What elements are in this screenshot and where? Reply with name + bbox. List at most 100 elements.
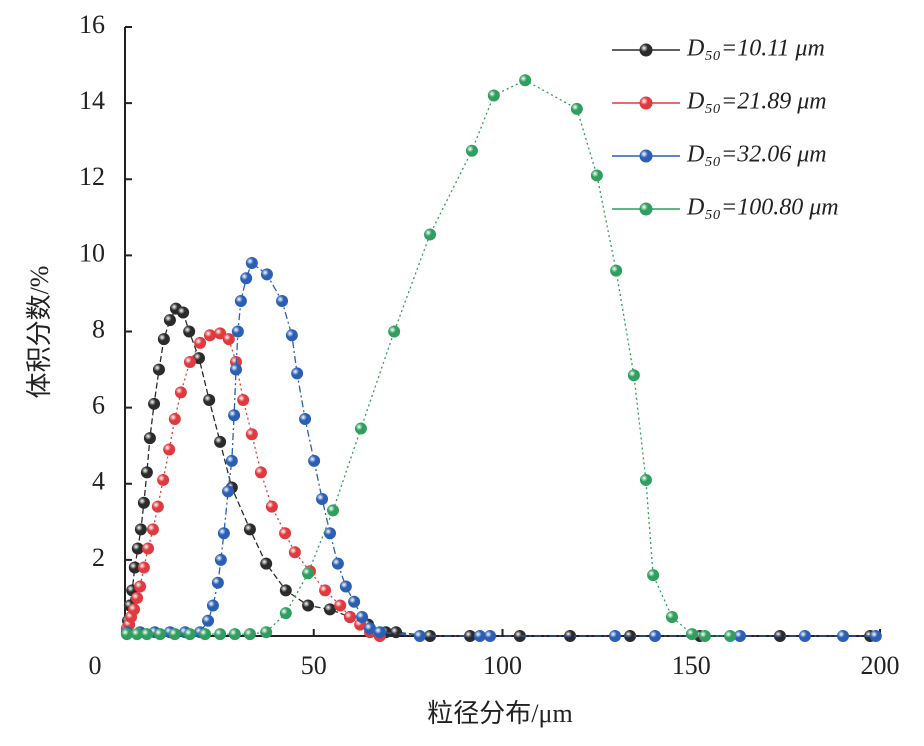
data-point xyxy=(168,628,181,641)
data-point xyxy=(120,628,133,641)
data-point xyxy=(228,628,241,641)
data-point xyxy=(319,584,332,597)
data-point xyxy=(424,228,437,241)
data-point xyxy=(237,394,250,407)
data-point xyxy=(373,626,386,639)
data-point xyxy=(665,610,678,623)
data-point xyxy=(390,626,403,639)
data-point xyxy=(798,630,811,642)
series-line xyxy=(126,261,876,637)
data-point xyxy=(214,628,227,641)
y-tick-label: 6 xyxy=(92,391,105,420)
y-tick-label: 2 xyxy=(92,543,105,572)
legend-label: D₅₀=100.80 μm xyxy=(686,195,839,221)
y-tick-label: 14 xyxy=(79,86,105,115)
data-point xyxy=(363,622,376,635)
series-line xyxy=(126,79,731,637)
data-point xyxy=(222,333,235,346)
data-point xyxy=(302,567,315,580)
data-point xyxy=(243,628,256,641)
data-point xyxy=(211,576,224,589)
data-point xyxy=(647,569,660,582)
data-point xyxy=(202,614,215,627)
data-point xyxy=(131,591,144,604)
data-point xyxy=(168,413,181,426)
data-point xyxy=(163,314,176,327)
data-point xyxy=(260,268,273,281)
data-point xyxy=(140,466,153,479)
data-point xyxy=(316,492,329,505)
y-tick-label: 8 xyxy=(92,314,105,343)
data-point xyxy=(484,630,497,642)
data-point xyxy=(473,630,486,642)
x-tick-label: 150 xyxy=(672,651,711,680)
data-point xyxy=(183,325,196,338)
data-point xyxy=(157,473,170,486)
data-point xyxy=(199,628,212,641)
data-point xyxy=(343,610,356,623)
data-point xyxy=(214,435,227,448)
data-point xyxy=(733,630,746,642)
data-point xyxy=(649,630,662,642)
data-point xyxy=(152,363,165,376)
legend-marker xyxy=(639,149,653,163)
data-point xyxy=(134,523,147,536)
data-point xyxy=(128,561,141,574)
x-tick-label: 200 xyxy=(861,651,900,680)
data-point xyxy=(151,500,164,513)
data-point xyxy=(279,584,292,597)
x-tick-label: 100 xyxy=(483,651,522,680)
data-point xyxy=(214,327,227,340)
data-point xyxy=(245,256,258,269)
data-point xyxy=(229,363,242,376)
legend-marker xyxy=(639,202,653,216)
data-point xyxy=(279,527,292,540)
data-point xyxy=(388,325,401,338)
data-point xyxy=(308,454,321,467)
data-point xyxy=(137,561,150,574)
data-point xyxy=(323,527,336,540)
data-point xyxy=(698,630,711,642)
x-tick-label: 0 xyxy=(89,651,102,680)
data-point xyxy=(128,603,141,616)
legend-label: D₅₀=10.11 μm xyxy=(686,36,825,62)
data-point xyxy=(177,306,190,319)
data-point xyxy=(686,628,699,641)
data-point xyxy=(222,485,235,498)
data-point xyxy=(302,599,315,612)
legend-label: D₅₀=21.89 μm xyxy=(686,89,827,115)
data-point xyxy=(137,496,150,509)
data-point xyxy=(203,394,216,407)
data-point xyxy=(134,580,147,593)
data-point xyxy=(724,630,737,642)
data-point xyxy=(140,628,153,641)
data-point xyxy=(148,397,161,410)
data-point xyxy=(142,542,155,555)
x-axis-label: 粒径分布/μm xyxy=(427,699,572,728)
data-point xyxy=(157,333,170,346)
data-point xyxy=(354,422,367,435)
data-point xyxy=(276,295,289,308)
y-tick-label: 12 xyxy=(79,162,105,191)
data-point xyxy=(203,329,216,342)
data-point xyxy=(228,409,241,422)
data-point xyxy=(288,546,301,559)
data-point xyxy=(570,102,583,115)
data-point xyxy=(291,367,304,380)
y-tick-label: 16 xyxy=(79,10,105,39)
data-point xyxy=(131,542,144,555)
data-point xyxy=(869,630,882,642)
data-point xyxy=(254,466,267,479)
data-point xyxy=(192,352,205,365)
data-point xyxy=(327,504,340,517)
data-point xyxy=(154,628,167,641)
data-point xyxy=(590,169,603,182)
data-point xyxy=(608,630,621,642)
data-point xyxy=(837,630,850,642)
data-point xyxy=(174,386,187,399)
data-point xyxy=(143,432,156,445)
data-point xyxy=(183,355,196,368)
legend-label: D₅₀=32.06 μm xyxy=(686,142,827,168)
data-point xyxy=(465,144,478,157)
